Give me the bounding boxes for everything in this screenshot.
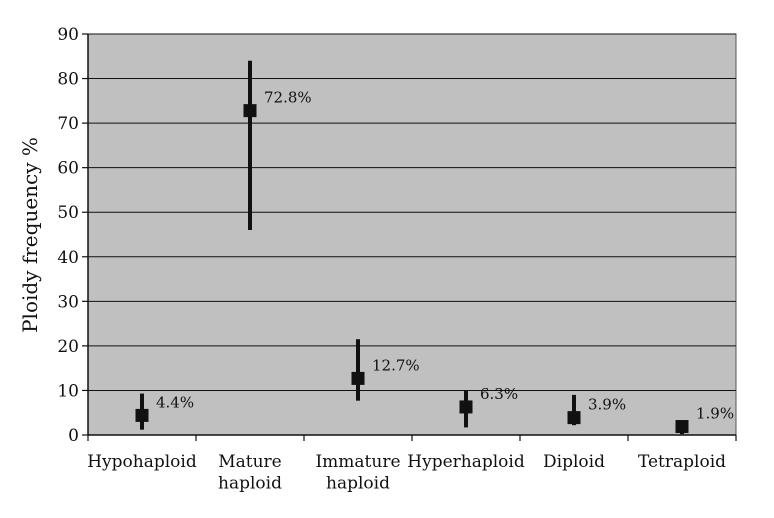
category-label-line: Hypohaploid <box>87 452 197 472</box>
category-label: Hypohaploid <box>87 452 197 472</box>
data-label: 72.8% <box>264 89 312 107</box>
category-label-line: Mature <box>218 452 282 472</box>
data-label: 3.9% <box>588 396 626 414</box>
data-marker <box>135 408 149 422</box>
y-tick-label: 90 <box>57 25 79 45</box>
data-marker <box>351 371 365 385</box>
category-label-line: haploid <box>218 473 282 493</box>
y-tick-label: 80 <box>57 70 79 90</box>
category-label: Tetraploid <box>638 452 726 472</box>
data-label: 1.9% <box>696 405 734 423</box>
category-label: Hyperhaploid <box>407 452 525 472</box>
y-tick-label: 50 <box>57 203 79 223</box>
data-markers <box>135 104 689 434</box>
category-label-line: haploid <box>326 473 390 493</box>
category-label-line: Hyperhaploid <box>407 452 525 472</box>
data-label: 4.4% <box>156 393 194 411</box>
plot-area <box>87 33 737 436</box>
data-label: 6.3% <box>480 385 518 403</box>
category-label: Immature haploid <box>315 452 400 493</box>
data-marker <box>675 420 689 434</box>
category-label-line: Diploid <box>543 452 605 472</box>
y-tick-label: 30 <box>57 292 79 312</box>
data-marker <box>459 400 473 414</box>
y-tick-label: 40 <box>57 248 79 268</box>
category-label: Diploid <box>543 452 605 472</box>
category-label: Mature haploid <box>218 452 282 493</box>
category-label-line: Immature <box>315 452 400 472</box>
y-tick-label: 60 <box>57 159 79 179</box>
y-tick-label: 0 <box>68 426 79 446</box>
labels: 4.4% 72.8% 12.7% 6.3% 3.9% 1.9% <box>156 89 734 423</box>
data-label: 12.7% <box>372 356 420 374</box>
y-tick-label: 10 <box>57 381 79 401</box>
y-tick-label: 70 <box>57 114 79 134</box>
data-marker <box>567 411 581 425</box>
data-marker <box>243 104 257 118</box>
category-label-line: Tetraploid <box>638 452 726 472</box>
gridlines <box>88 33 736 391</box>
y-axis-title: Ploidy frequency % <box>18 137 42 333</box>
y-tick-label: 20 <box>57 337 79 357</box>
